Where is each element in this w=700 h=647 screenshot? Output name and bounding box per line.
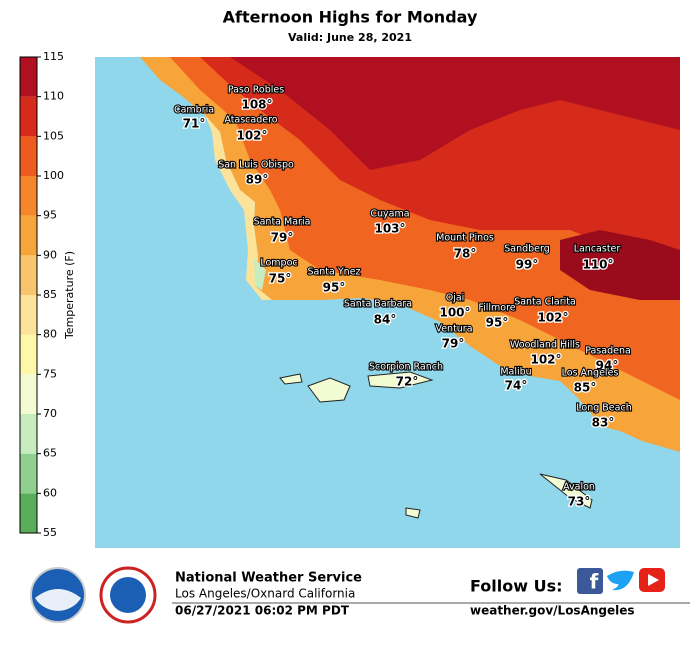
city-temp: 95° (323, 281, 346, 295)
city-name: Paso Robles (228, 85, 284, 96)
city-name: Los Angeles (562, 368, 619, 379)
city-temp: 79° (271, 231, 294, 245)
footer-agency: National Weather Service (175, 571, 362, 586)
city-temp: 75° (269, 272, 292, 286)
city-temp: 72° (396, 375, 419, 389)
colorbar-tick-label: 85 (43, 288, 57, 301)
title: Afternoon Highs for Monday (223, 8, 478, 27)
youtube-glyph (648, 574, 659, 586)
colorbar-tick-label: 95 (43, 209, 57, 222)
city-name: Cuyama (370, 209, 409, 220)
subtitle: Valid: June 28, 2021 (288, 31, 412, 44)
colorbar-tick-label: 110 (43, 90, 64, 103)
city-temp: 74° (505, 379, 528, 393)
coast-cool (254, 258, 266, 290)
city-name: Cambria (174, 105, 214, 116)
city-name: Scorpion Ranch (369, 362, 443, 373)
colorbar: 55 60 65 70 75 80 85 90 95 100 105 110 115 (19, 50, 64, 539)
colorbar-bin (20, 374, 37, 414)
city-name: Woodland Hills (510, 340, 580, 351)
city-name: Santa Maria (254, 217, 311, 228)
colorbar-label: Temperature (F) (63, 251, 76, 340)
footer-website: weather.gov/LosAngeles (470, 604, 635, 618)
city-temp: 79° (442, 337, 465, 351)
city-name: Lancaster (574, 244, 621, 255)
city-name: Avalon (563, 482, 595, 493)
city-temp: 89° (246, 173, 269, 187)
city-temp: 108° (241, 98, 272, 112)
colorbar-bin (20, 96, 37, 137)
colorbar-tick-label: 80 (43, 328, 57, 341)
colorbar-bin (20, 255, 37, 295)
footer-issued: 06/27/2021 06:02 PM PDT (175, 604, 350, 618)
colorbar-bin (20, 176, 37, 216)
land-hottest (230, 57, 680, 170)
city-temp: 73° (568, 495, 591, 509)
city-name: Ojai (446, 293, 465, 304)
noaa-logo-wave (35, 589, 81, 611)
city-temp: 102° (537, 311, 568, 325)
islands (279, 371, 593, 519)
city-name: Long Beach (576, 403, 631, 414)
city-name: Atascadero (224, 115, 277, 126)
colorbar-tick-label: 70 (43, 407, 57, 420)
land-hottest (560, 230, 680, 300)
colorbar-tick-label: 105 (43, 129, 64, 142)
colorbar-bin (20, 453, 37, 494)
city-temp: 71° (183, 117, 206, 131)
city-name: Mount Pinos (436, 233, 494, 244)
city-temp: 78° (454, 247, 477, 261)
colorbar-bin (20, 334, 37, 375)
city-name: Fillmore (478, 303, 515, 314)
colorbar-bin (20, 493, 37, 533)
city-name: Santa Clarita (514, 297, 576, 308)
city-name: Malibu (500, 367, 531, 378)
colorbar-bin (20, 57, 37, 97)
colorbar-bin (20, 414, 37, 454)
city-name: Lompoc (260, 258, 297, 269)
colorbar-tick-label: 115 (43, 50, 64, 63)
city-temp: 95° (486, 316, 509, 330)
footer-office: Los Angeles/Oxnard California (175, 587, 355, 601)
colorbar-bin (20, 295, 37, 335)
city-temp: 94° (596, 359, 619, 373)
city-name: Ventura (435, 324, 472, 335)
city-temp: 84° (374, 313, 397, 327)
city-name: Sandberg (504, 244, 550, 255)
city-name: Santa Barbara (344, 299, 412, 310)
colorbar-tick-label: 55 (43, 526, 57, 539)
city-temp: 103° (374, 222, 405, 236)
city-temp: 83° (592, 416, 615, 430)
facebook-glyph: f (590, 570, 599, 594)
twitter-icon[interactable] (607, 570, 634, 591)
colorbar-tick-label: 90 (43, 248, 57, 261)
facebook-icon[interactable] (577, 568, 603, 594)
colorbar-tick-label: 60 (43, 486, 57, 499)
city-name: Santa Ynez (307, 267, 360, 278)
city-temp: 102° (530, 353, 561, 367)
city-temp: 85° (574, 381, 597, 395)
nws-logo-inner (110, 577, 146, 613)
footer-follow: Follow Us: (470, 577, 563, 596)
city-temp: 102° (236, 129, 267, 143)
colorbar-bin (20, 136, 37, 176)
colorbar-tick-label: 100 (43, 169, 64, 182)
city-temp: 100° (439, 306, 470, 320)
colorbar-bin (20, 215, 37, 256)
city-name: Pasadena (585, 346, 631, 357)
city-temp: 110° (582, 258, 613, 272)
colorbar-tick-label: 65 (43, 447, 57, 460)
city-name: San Luis Obispo (218, 160, 294, 171)
city-temp: 99° (516, 258, 539, 272)
colorbar-tick-label: 75 (43, 367, 57, 380)
map (95, 57, 680, 548)
coast-cool (205, 115, 272, 300)
